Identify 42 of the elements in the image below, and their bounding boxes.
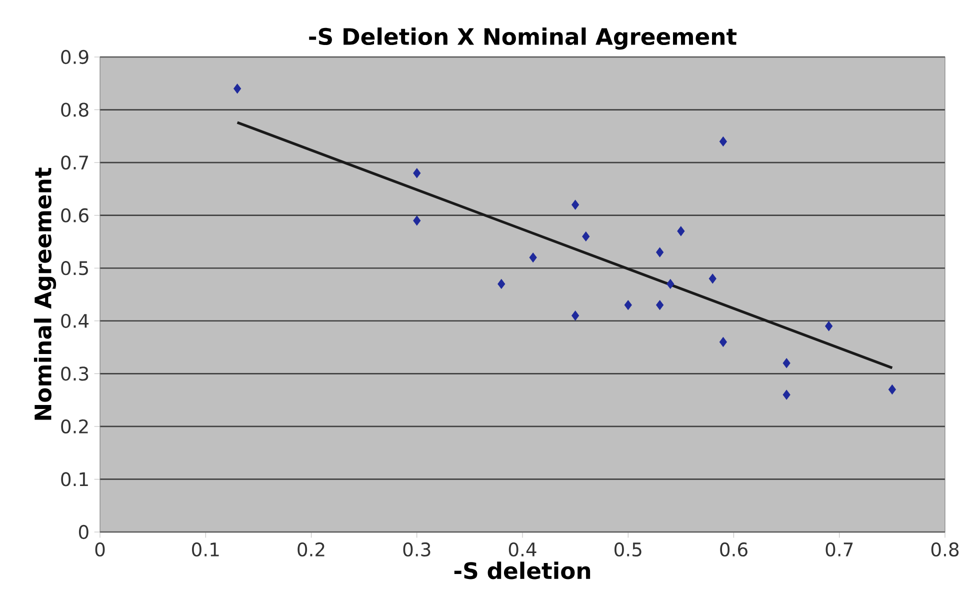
point [666, 279, 674, 289]
point [413, 168, 421, 178]
x-tick-label: 0.5 [614, 542, 642, 557]
point [782, 358, 790, 368]
x-tick-label: 0.1 [192, 542, 219, 557]
point [656, 300, 664, 310]
y-tick-label: 0.6 [61, 208, 88, 222]
x-tick-label: 0 [95, 542, 105, 557]
point [719, 337, 727, 347]
point [413, 216, 421, 226]
y-tick-label: 0.5 [61, 261, 88, 276]
y-tick-label: 0.9 [61, 50, 88, 64]
point [572, 200, 580, 210]
point [708, 274, 716, 284]
point [656, 247, 664, 258]
point [572, 310, 580, 321]
point [782, 390, 790, 400]
x-tick-label: 0.8 [931, 542, 959, 557]
x-axis-title: -S deletion [454, 562, 590, 580]
point [529, 252, 537, 262]
x-tick-label: 0.4 [508, 542, 536, 557]
y-tick-label: 0.4 [61, 314, 89, 328]
x-tick-label: 0.7 [826, 542, 853, 557]
x-tick-label: 0.6 [720, 542, 748, 557]
point [719, 136, 727, 146]
y-tick-label: 0.2 [61, 419, 88, 434]
x-tick-label: 0.3 [403, 542, 430, 557]
y-tick-label: 0.3 [61, 366, 88, 381]
point [888, 384, 896, 394]
x-tick-label: 0.2 [298, 542, 324, 557]
point [624, 300, 632, 310]
y-tick-label: 0.7 [61, 155, 88, 170]
y-tick-label: 0.1 [61, 472, 88, 486]
point [582, 232, 590, 242]
point [498, 279, 506, 289]
chart-title: -S Deletion X Nominal Agreement [309, 28, 737, 50]
y-axis-title: Nominal Agreement [34, 168, 56, 420]
y-tick-label: 0 [78, 524, 88, 540]
point [825, 321, 833, 332]
point [234, 84, 242, 94]
y-tick-label: 0.8 [61, 102, 88, 117]
point [677, 226, 685, 236]
